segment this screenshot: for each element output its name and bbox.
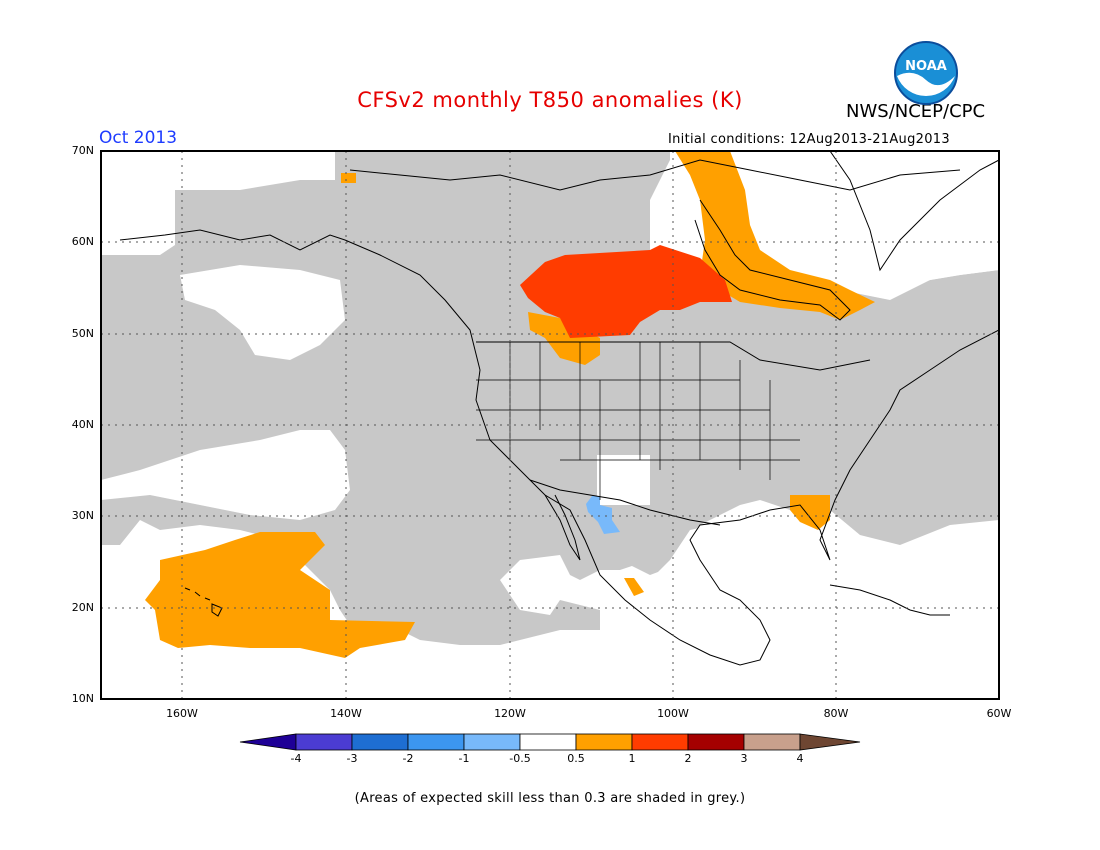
warm-anomaly-canada: [675, 151, 875, 320]
map-frame: [100, 150, 1000, 700]
warm-anomaly-hawaii: [145, 532, 415, 658]
colorbar-label: -4: [290, 752, 302, 765]
colorbar-bin: [743, 733, 801, 751]
coastline-arctic: [349, 159, 961, 191]
colorbar-arrow-right: [799, 733, 861, 751]
lon-label-140w: 140W: [330, 707, 362, 720]
white-hole-southwest: [597, 455, 650, 505]
colorbar-bin: [631, 733, 689, 751]
us-border: [476, 341, 871, 526]
white-hole-pacific: [101, 430, 350, 520]
lon-label-80w: 80W: [823, 707, 849, 720]
lon-label-100w: 100W: [657, 707, 689, 720]
coastline-hudson: [694, 199, 851, 321]
lat-label-50n: 50N: [71, 327, 94, 340]
state-lines: [476, 342, 800, 500]
coastline-north-america: [119, 229, 999, 666]
warm-anomaly-mexico: [624, 578, 644, 596]
colorbar-bin: [407, 733, 465, 751]
noaa-logo: NOAA: [894, 41, 958, 105]
initial-conditions: Initial conditions: 12Aug2013-21Aug2013: [668, 132, 950, 147]
white-hole-gulf: [620, 515, 999, 699]
lon-label-60w: 60W: [986, 707, 1012, 720]
warm-anomaly-prairies: [528, 312, 600, 365]
colorbar-label: 1: [628, 752, 636, 765]
coastline-cuba: [829, 584, 950, 616]
colorbar-label: -1: [458, 752, 470, 765]
lat-label-40n: 40N: [71, 418, 94, 431]
colorbar-bin: [575, 733, 633, 751]
lat-label-10n: 10N: [71, 692, 94, 705]
strong-warm-anomaly-canada: [520, 245, 732, 338]
colorbar-label: 3: [740, 752, 748, 765]
colorbar-label: -0.5: [509, 752, 531, 765]
lon-label-120w: 120W: [494, 707, 526, 720]
lat-label-70n: 70N: [71, 144, 94, 157]
hawaii-islands: [184, 587, 223, 617]
colorbar-label: 2: [684, 752, 692, 765]
cold-anomaly-mexico: [586, 496, 620, 534]
lat-label-20n: 20N: [71, 601, 94, 614]
colorbar-label: 4: [796, 752, 804, 765]
colorbar-label: -2: [402, 752, 414, 765]
coastline-greenland: [829, 151, 999, 272]
warm-anomaly-southeast: [790, 495, 830, 530]
colorbar: [239, 733, 861, 751]
coastline-baja: [544, 494, 581, 561]
lat-label-30n: 30N: [71, 509, 94, 522]
lat-label-60n: 60N: [71, 235, 94, 248]
colorbar-bin: [519, 733, 577, 751]
white-hole-alaska-sea: [180, 265, 345, 360]
colorbar-bin: [687, 733, 745, 751]
map-grid: [101, 151, 999, 699]
colorbar-arrow-left: [239, 733, 297, 751]
org-label: NWS/NCEP/CPC: [846, 101, 986, 122]
forecast-month: Oct 2013: [99, 128, 178, 148]
colorbar-bin: [463, 733, 521, 751]
colorbar-bin: [295, 733, 353, 751]
skill-footnote: (Areas of expected skill less than 0.3 a…: [354, 791, 746, 806]
white-hole-arctic: [730, 151, 999, 290]
colorbar-label: 0.5: [567, 752, 585, 765]
lon-label-160w: 160W: [166, 707, 198, 720]
logo-text: NOAA: [905, 59, 947, 74]
warm-anomaly-bering: [341, 173, 356, 183]
colorbar-bin: [351, 733, 409, 751]
colorbar-label: -3: [346, 752, 358, 765]
map-title: CFSv2 monthly T850 anomalies (K): [357, 88, 743, 112]
